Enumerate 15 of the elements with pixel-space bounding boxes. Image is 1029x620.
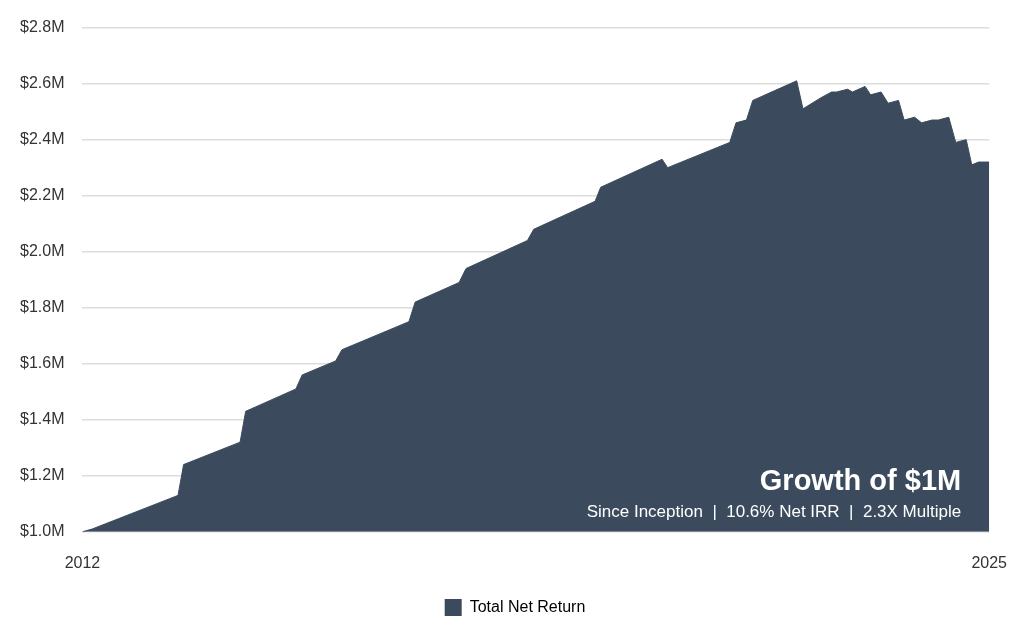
- text: Since Inception | 10.6% Net IRR | 2.3X Multiple: [586, 501, 962, 521]
- y-tick-label: $1.2M: [20, 466, 65, 484]
- y-tick-label: $2.2M: [20, 186, 65, 204]
- text: Growth of $1M: [759, 463, 962, 496]
- legend-label: Total Net Return: [469, 597, 586, 615]
- y-tick-label: $2.6M: [20, 74, 65, 92]
- y-tick-label: $1.8M: [20, 298, 65, 316]
- x-tick-label: 2012: [64, 553, 101, 571]
- y-tick-label: $2.0M: [20, 242, 65, 260]
- y-tick-label: $2.8M: [20, 18, 65, 36]
- y-tick-label: $1.4M: [20, 410, 65, 428]
- y-tick-label: $1.6M: [20, 354, 65, 372]
- y-tick-label: $2.4M: [20, 130, 65, 148]
- y-tick-label: $1.0M: [20, 522, 65, 540]
- x-tick-label: 2025: [971, 553, 1008, 571]
